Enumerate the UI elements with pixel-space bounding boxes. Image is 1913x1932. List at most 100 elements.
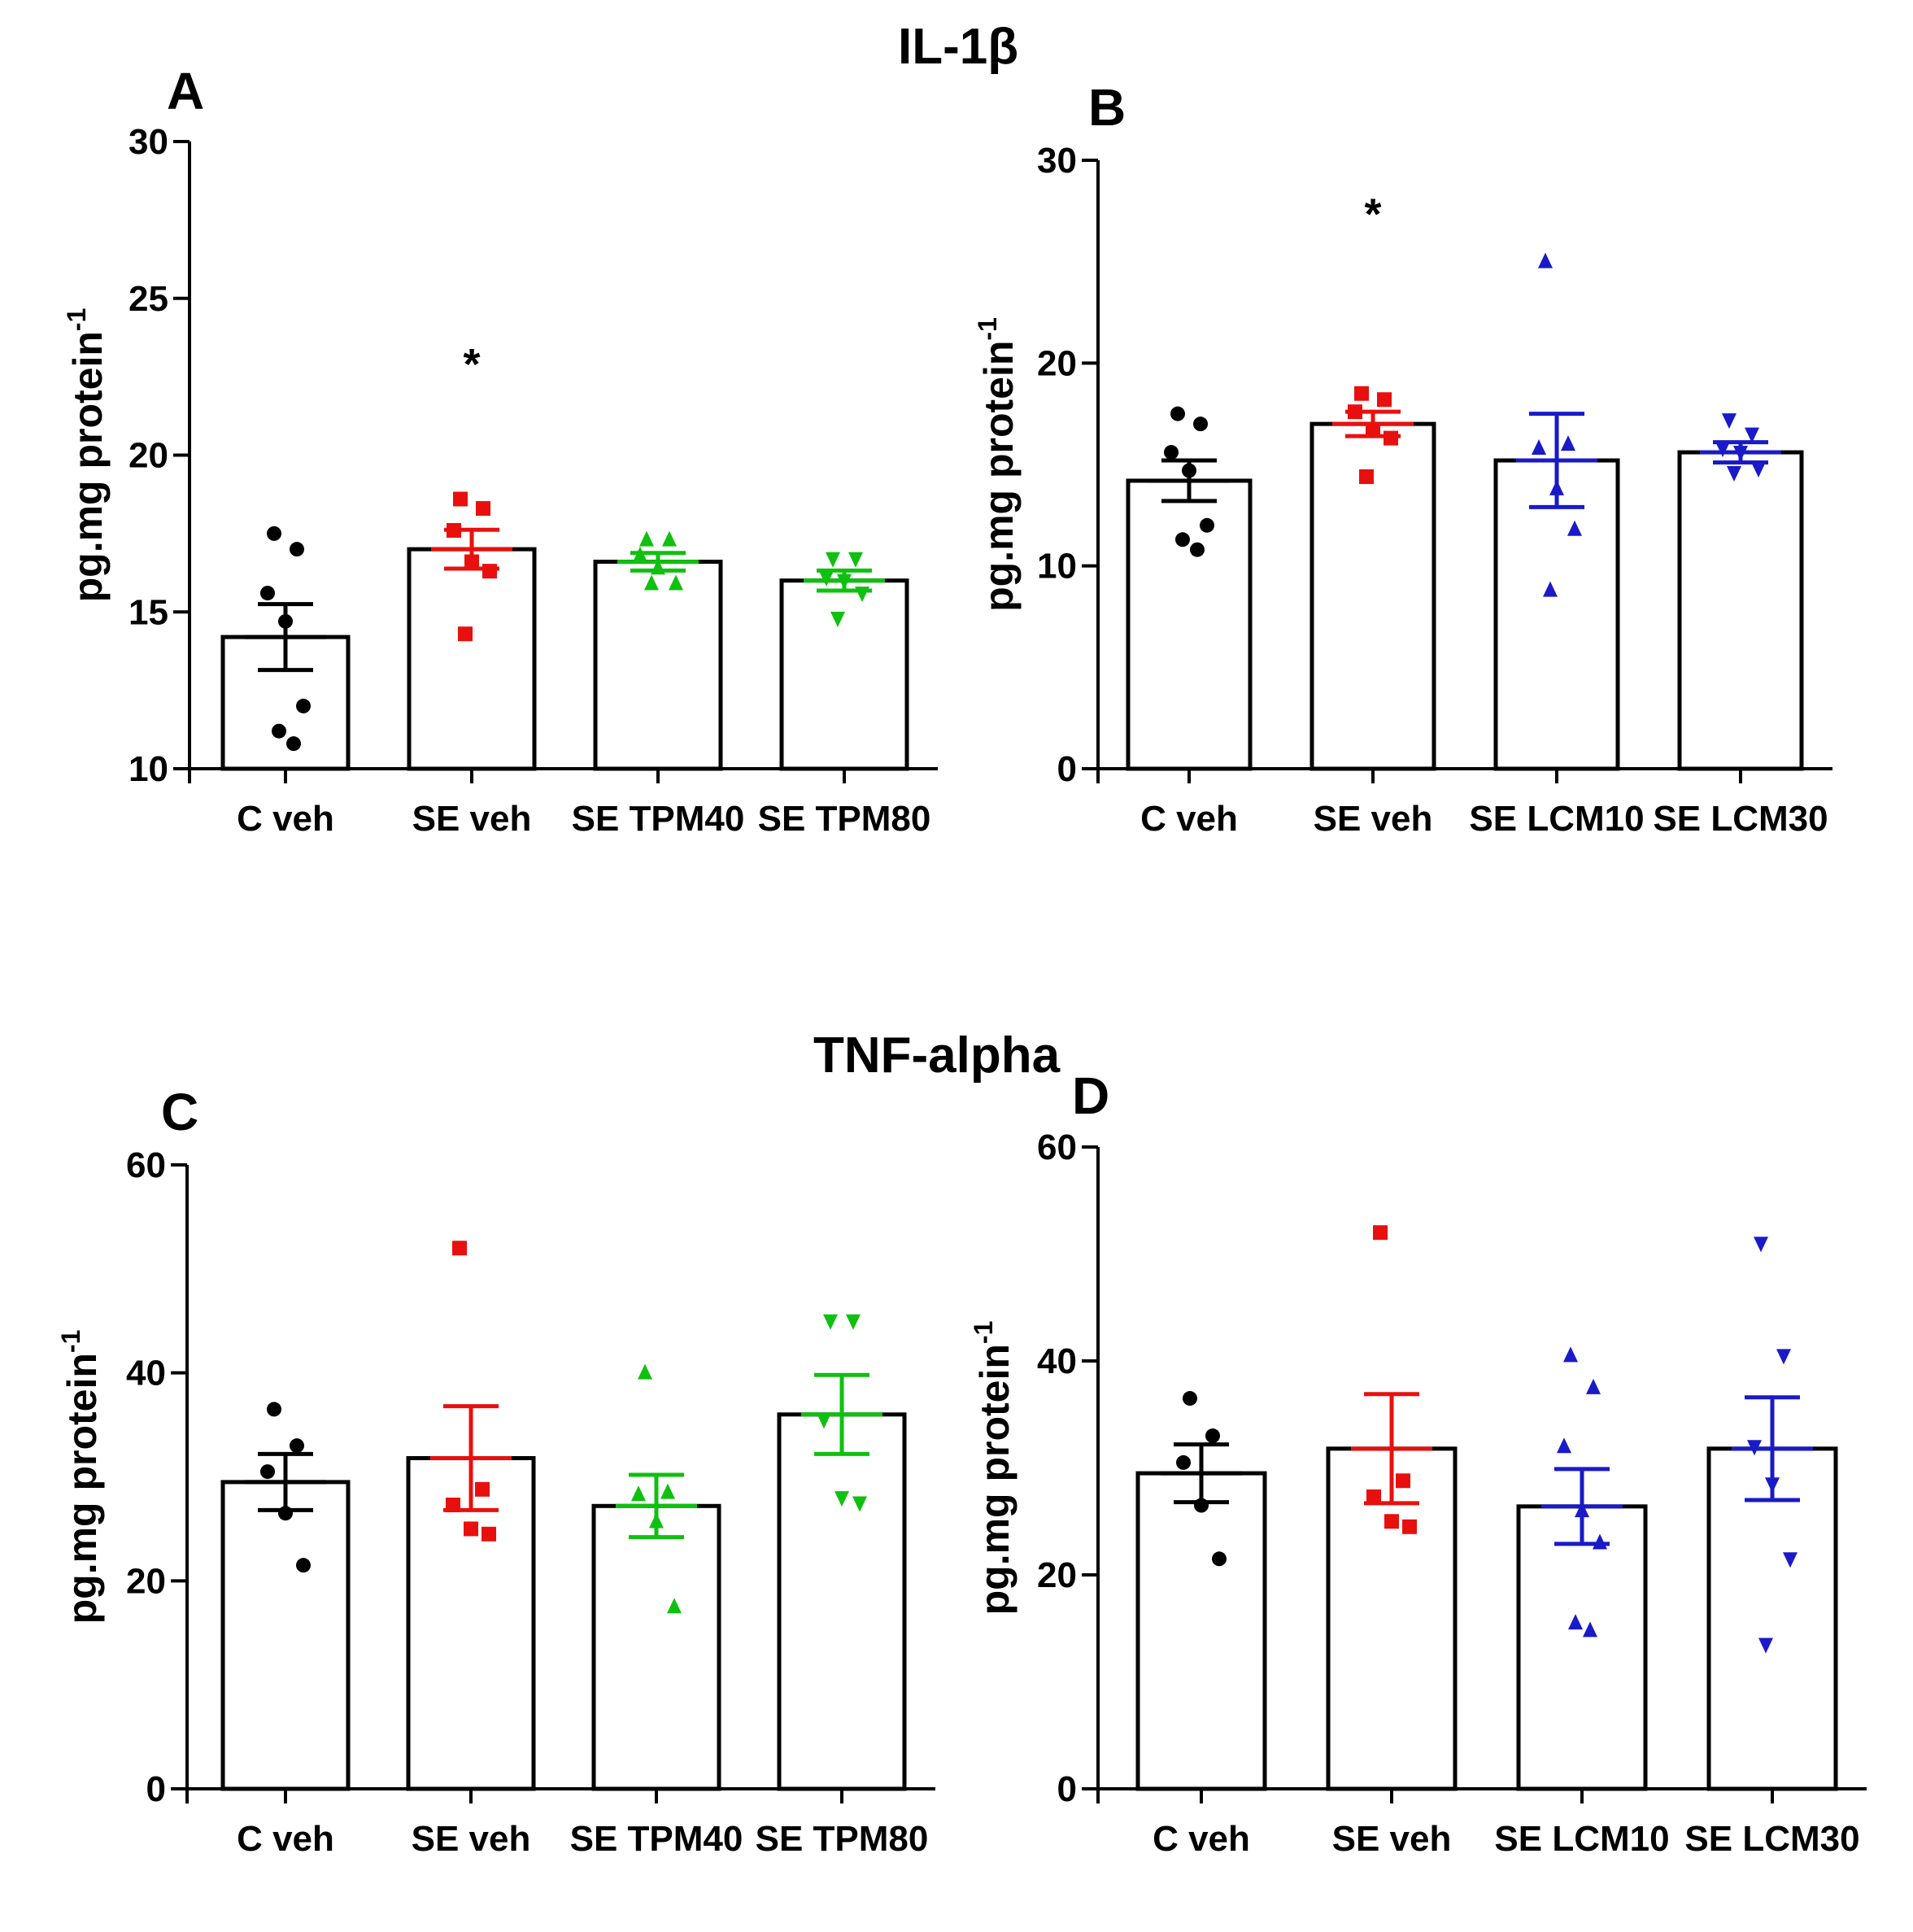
data-point-se-lcm10: [1567, 520, 1582, 536]
chart-panel-a: 10 15 20 25 30 pg.mg protein-1 C veh SE veh SE T…: [62, 122, 938, 839]
y-tick-label: 30: [129, 122, 168, 162]
data-point-se-tpm40: [644, 574, 659, 591]
data-point-se-veh: [1373, 1225, 1388, 1241]
x-category-label: C veh: [1153, 1819, 1250, 1859]
data-point-se-lcm30: [1715, 442, 1730, 458]
y-tick-label: 40: [1037, 1341, 1077, 1381]
y-tick-label: 40: [126, 1354, 166, 1393]
data-point-c-veh: [1175, 532, 1190, 547]
data-point-c-veh: [290, 1438, 304, 1454]
data-point-se-lcm30: [1727, 465, 1741, 482]
x-category-label: SE TPM40: [570, 1819, 743, 1859]
y-axis-label-superscript: -1: [56, 1330, 85, 1353]
chart-panel-d: 0 20 40 60 pg.mg protein-1 C veh SE veh SE LCM1…: [969, 1127, 1867, 1859]
panel-letter-b: B: [1088, 78, 1126, 137]
y-tick-label: 60: [1037, 1127, 1077, 1167]
y-tick-label: 10: [1037, 547, 1077, 587]
data-point-se-tpm80: [823, 1314, 838, 1330]
x-category-label: SE LCM30: [1653, 799, 1828, 839]
data-point-se-lcm30: [1776, 1349, 1791, 1365]
y-tick-label: 10: [129, 749, 168, 789]
data-point-se-lcm10: [1583, 1621, 1597, 1638]
data-point-se-lcm10: [1563, 1346, 1578, 1363]
section-title-tnf-alpha: TNF-alpha: [813, 1027, 1061, 1084]
y-axis-label-superscript: -1: [62, 308, 91, 331]
bar-se-lcm10: [1516, 1504, 1648, 1791]
panel-letter-c: C: [161, 1083, 199, 1141]
y-tick-label: 15: [129, 592, 168, 632]
data-point-se-tpm80: [830, 611, 845, 627]
data-point-c-veh: [267, 1402, 281, 1417]
data-point-c-veh: [290, 542, 304, 557]
data-point-c-veh: [267, 526, 281, 541]
data-point-c-veh: [1176, 1454, 1191, 1470]
y-axis-label: pg.mg protein-1: [56, 1330, 105, 1625]
data-point-se-lcm10: [1557, 1437, 1571, 1454]
data-point-se-tpm40: [662, 530, 677, 547]
x-category-label: SE TPM80: [756, 1819, 929, 1859]
data-point-se-lcm10: [1543, 581, 1558, 597]
bar-se-veh: [406, 1455, 536, 1791]
data-point-se-tpm40: [660, 1483, 675, 1499]
x-category-label: SE TPM40: [572, 799, 745, 839]
y-tick-label: 20: [126, 1561, 166, 1601]
data-point-se-veh: [1384, 1514, 1399, 1529]
data-point-c-veh: [296, 1558, 311, 1573]
data-point-c-veh: [1183, 1391, 1197, 1406]
y-tick-label: 25: [129, 279, 168, 319]
data-point-se-lcm30: [1758, 1638, 1773, 1654]
data-point-se-tpm40: [669, 574, 683, 591]
bar-se-tpm80: [779, 578, 909, 771]
x-category-label: C veh: [1140, 799, 1238, 839]
data-point-se-lcm30: [1754, 1236, 1768, 1253]
x-category-label: SE veh: [1332, 1819, 1452, 1859]
data-point-se-tpm40: [667, 1598, 682, 1614]
x-category-label: C veh: [237, 799, 334, 839]
data-point-se-tpm40: [631, 1485, 646, 1502]
data-point-se-tpm80: [826, 552, 840, 568]
data-point-se-veh: [1354, 386, 1369, 401]
bar-c-veh: [1135, 1471, 1267, 1791]
data-point-c-veh: [1190, 542, 1205, 557]
data-point-se-veh: [475, 1481, 490, 1497]
panel-letter-d: D: [1072, 1066, 1110, 1125]
data-point-c-veh: [286, 736, 301, 752]
bar-se-tpm40: [591, 1503, 721, 1791]
bar-se-lcm30: [1677, 450, 1804, 771]
data-point-se-veh: [482, 1526, 496, 1542]
data-point-se-lcm30: [1722, 413, 1737, 430]
x-category-label: SE LCM30: [1684, 1819, 1859, 1859]
data-point-se-lcm10: [1561, 435, 1575, 451]
bar-se-lcm30: [1706, 1446, 1838, 1791]
y-tick-label: 0: [1057, 1769, 1077, 1809]
data-point-se-tpm40: [638, 1363, 652, 1380]
x-category-label: SE TPM80: [758, 799, 931, 839]
y-axis-label: pg.mg protein-1: [62, 308, 111, 603]
data-point-c-veh: [1193, 416, 1208, 432]
bar-c-veh: [220, 1480, 351, 1791]
y-tick-label: 20: [1037, 1555, 1077, 1595]
data-point-se-veh: [482, 564, 497, 579]
y-tick-label: 0: [146, 1769, 166, 1809]
x-category-label: SE veh: [412, 1819, 531, 1859]
data-point-c-veh: [1212, 1551, 1227, 1567]
data-point-se-veh: [458, 626, 473, 642]
data-point-c-veh: [296, 698, 311, 713]
data-point-se-tpm80: [848, 552, 863, 568]
y-axis-label-superscript: -1: [969, 1321, 998, 1344]
bar-c-veh: [1126, 478, 1253, 771]
data-point-se-veh: [1366, 1489, 1381, 1505]
data-point-se-veh: [476, 501, 490, 517]
data-point-se-lcm30: [1751, 461, 1766, 478]
data-point-c-veh: [1170, 406, 1185, 421]
y-tick-label: 0: [1057, 749, 1077, 789]
y-tick-label: 30: [1037, 141, 1077, 181]
significance-star: *: [463, 340, 480, 389]
data-point-se-tpm80: [834, 1491, 849, 1507]
data-point-c-veh: [1200, 517, 1214, 533]
y-tick-label: 20: [1037, 343, 1077, 383]
data-point-se-veh: [464, 1521, 478, 1537]
y-axis-label-superscript: -1: [973, 317, 1002, 340]
data-point-se-lcm10: [1568, 1614, 1583, 1630]
data-point-se-veh: [1359, 469, 1374, 484]
